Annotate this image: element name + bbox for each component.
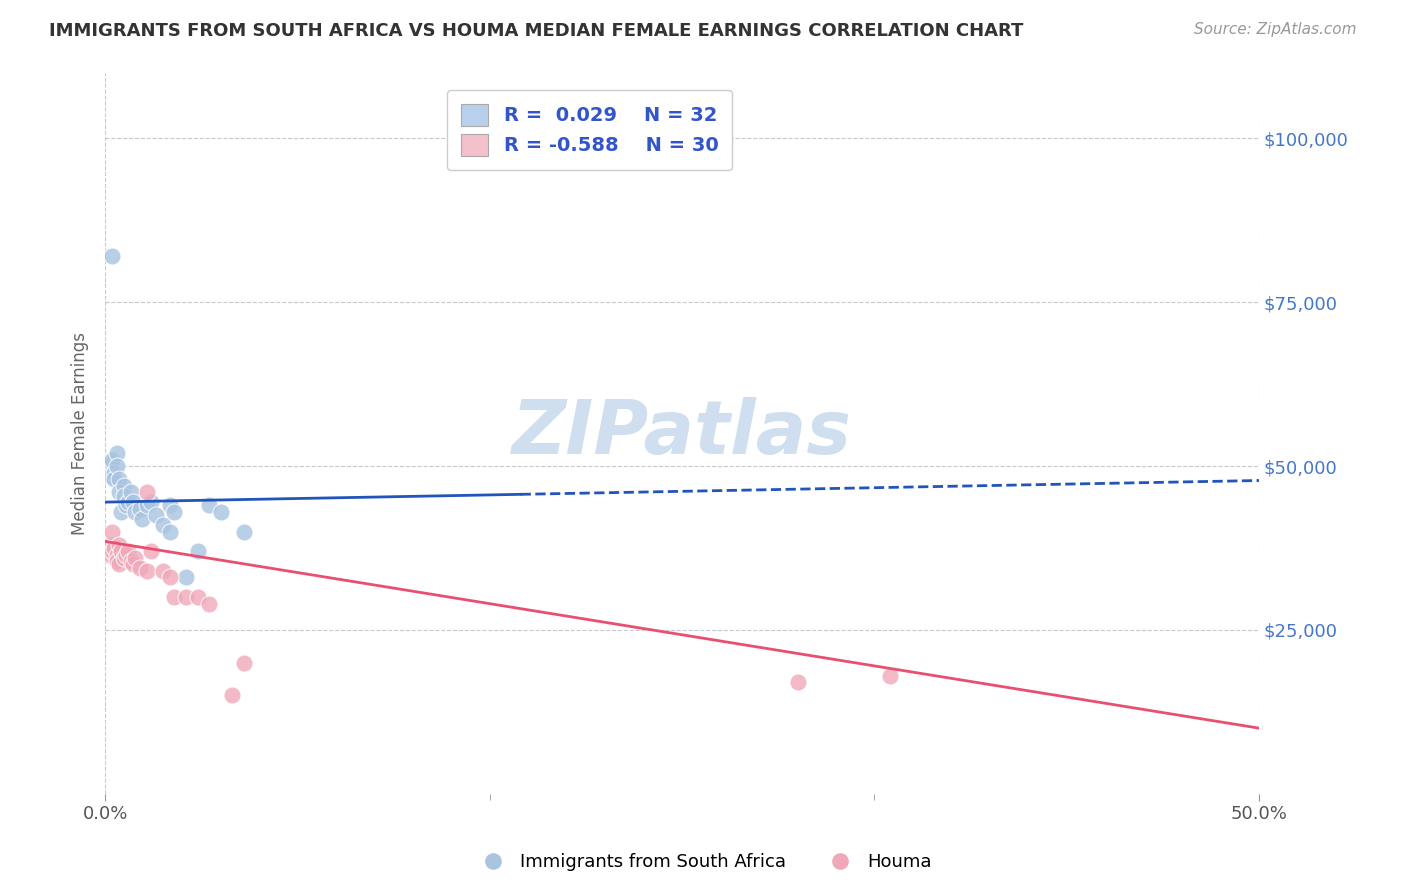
Point: [122, 558, 145, 572]
Point: [186, 544, 208, 558]
Point: [117, 544, 139, 558]
Point: [117, 495, 139, 509]
Point: [120, 554, 142, 568]
Point: [135, 499, 157, 513]
Point: [174, 590, 197, 604]
Point: [135, 485, 157, 500]
Legend: Immigrants from South Africa, Houma: Immigrants from South Africa, Houma: [467, 847, 939, 879]
Point: [103, 472, 125, 486]
Point: [209, 505, 232, 519]
Point: [879, 669, 901, 683]
Point: [198, 597, 221, 611]
Point: [105, 548, 128, 562]
Point: [232, 656, 254, 670]
Point: [124, 550, 146, 565]
Point: [101, 524, 124, 539]
Point: [124, 505, 146, 519]
Point: [159, 524, 181, 539]
Point: [101, 456, 124, 470]
Point: [786, 675, 808, 690]
Text: ZIPatlas: ZIPatlas: [512, 397, 852, 470]
Point: [110, 544, 132, 558]
Point: [159, 570, 181, 584]
Text: IMMIGRANTS FROM SOUTH AFRICA VS HOUMA MEDIAN FEMALE EARNINGS CORRELATION CHART: IMMIGRANTS FROM SOUTH AFRICA VS HOUMA ME…: [49, 22, 1024, 40]
Point: [101, 452, 124, 467]
Point: [98, 548, 121, 562]
Point: [112, 489, 135, 503]
Point: [120, 485, 142, 500]
Point: [103, 541, 125, 555]
Point: [103, 466, 125, 480]
Point: [152, 518, 174, 533]
Point: [110, 505, 132, 519]
Point: [98, 538, 121, 552]
Point: [108, 558, 131, 572]
Point: [108, 538, 131, 552]
Point: [198, 499, 221, 513]
Point: [101, 249, 124, 263]
Point: [101, 544, 124, 558]
Point: [115, 548, 138, 562]
Point: [115, 499, 138, 513]
Point: [108, 472, 131, 486]
Point: [112, 550, 135, 565]
Point: [135, 564, 157, 578]
Point: [186, 590, 208, 604]
Point: [163, 505, 186, 519]
Point: [141, 544, 163, 558]
Point: [174, 570, 197, 584]
Point: [98, 469, 121, 483]
Point: [221, 689, 243, 703]
Point: [128, 501, 150, 516]
Point: [105, 554, 128, 568]
Point: [122, 495, 145, 509]
Point: [163, 590, 186, 604]
Point: [159, 499, 181, 513]
Point: [108, 485, 131, 500]
Point: [105, 459, 128, 474]
Point: [112, 479, 135, 493]
Point: [131, 511, 153, 525]
Point: [141, 495, 163, 509]
Y-axis label: Median Female Earnings: Median Female Earnings: [72, 332, 89, 535]
Text: Source: ZipAtlas.com: Source: ZipAtlas.com: [1194, 22, 1357, 37]
Point: [105, 446, 128, 460]
Point: [145, 508, 167, 523]
Legend: R =  0.029    N = 32, R = -0.588    N = 30: R = 0.029 N = 32, R = -0.588 N = 30: [447, 90, 733, 169]
Point: [232, 524, 254, 539]
Point: [152, 564, 174, 578]
Point: [128, 560, 150, 574]
